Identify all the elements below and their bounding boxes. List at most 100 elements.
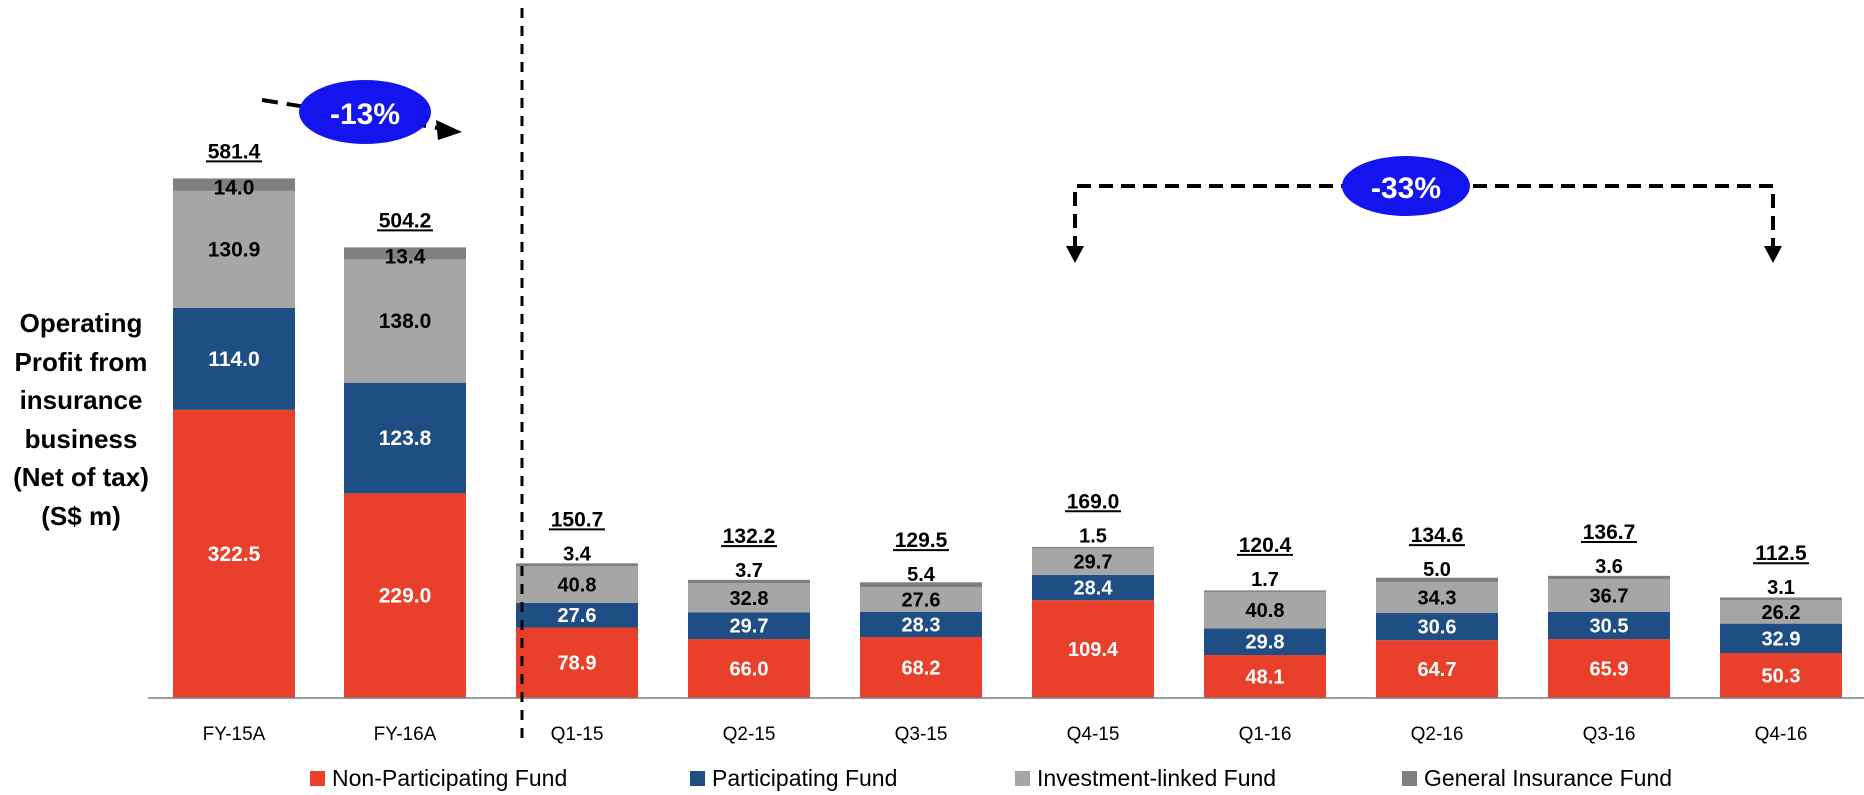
total-label: 129.5 xyxy=(895,529,948,552)
bar-segment-investment-linked-fund xyxy=(1548,579,1670,612)
legend-swatch xyxy=(310,771,325,786)
total-label: 120.4 xyxy=(1239,534,1292,557)
data-label: 30.6 xyxy=(1418,617,1457,639)
data-label: 109.4 xyxy=(1068,639,1119,661)
data-label: 66.0 xyxy=(730,659,769,681)
data-label: 138.0 xyxy=(379,310,432,333)
data-label: 36.7 xyxy=(1590,585,1629,607)
data-label: 28.4 xyxy=(1074,578,1114,600)
bar-segment-general-insurance-fund xyxy=(860,582,982,588)
data-label: 5.4 xyxy=(907,564,936,586)
bar-segment-investment-linked-fund xyxy=(860,587,982,612)
data-label: 3.6 xyxy=(1595,556,1623,578)
x-tick-label: Q2-16 xyxy=(1411,724,1464,745)
data-label: 68.2 xyxy=(902,658,941,680)
data-label: 1.7 xyxy=(1251,569,1279,591)
bar-segment-investment-linked-fund xyxy=(344,259,466,383)
x-tick-label: Q3-16 xyxy=(1583,724,1636,745)
bar-segment-participating-fund xyxy=(860,611,982,638)
x-tick-label: FY-16A xyxy=(374,724,437,745)
bar-segment-general-insurance-fund xyxy=(1032,546,1154,549)
x-tick-label: Q2-15 xyxy=(723,724,776,745)
total-label: 134.6 xyxy=(1411,524,1464,547)
legend-label: Non-Participating Fund xyxy=(332,765,567,791)
bar-segment-non-participating-fund xyxy=(1376,640,1498,698)
data-label: 30.5 xyxy=(1590,615,1629,637)
y-axis-label: Operating Profit from insurance business… xyxy=(0,304,162,535)
bracket-arrow-head xyxy=(1066,246,1084,263)
bar-segment-general-insurance-fund xyxy=(1720,597,1842,601)
bar-segment-participating-fund xyxy=(516,602,638,628)
growth-badge xyxy=(299,80,431,144)
data-label: 114.0 xyxy=(208,348,259,371)
y-axis-label-line: insurance xyxy=(19,385,143,415)
data-label: 26.2 xyxy=(1762,602,1801,624)
data-label: 5.0 xyxy=(1423,559,1451,581)
total-label: 150.7 xyxy=(551,508,604,531)
x-tick-label: Q3-15 xyxy=(895,724,948,745)
data-label: 50.3 xyxy=(1762,666,1801,688)
bar-segment-general-insurance-fund xyxy=(1204,590,1326,592)
y-axis-label-line: business xyxy=(24,423,138,454)
bar-segment-general-insurance-fund xyxy=(516,563,638,567)
total-label: 581.4 xyxy=(208,140,261,163)
data-label: 14.0 xyxy=(214,176,255,199)
bracket-line xyxy=(1073,184,1775,250)
data-label: 40.8 xyxy=(558,575,597,597)
total-label: 132.2 xyxy=(723,525,776,548)
bar-segment-non-participating-fund xyxy=(860,637,982,698)
bar-segment-investment-linked-fund xyxy=(1032,548,1154,575)
x-tick-label: Q4-16 xyxy=(1755,724,1808,745)
growth-badge xyxy=(1342,156,1470,216)
data-label: 29.7 xyxy=(1074,552,1113,574)
data-label: 3.1 xyxy=(1767,577,1795,599)
legend-label: General Insurance Fund xyxy=(1424,765,1672,791)
bar-segment-participating-fund xyxy=(173,307,295,410)
bar-segment-investment-linked-fund xyxy=(173,190,295,308)
bar-segment-participating-fund xyxy=(1720,623,1842,654)
bar-segment-non-participating-fund xyxy=(1548,639,1670,698)
bar-segment-participating-fund xyxy=(1032,574,1154,601)
bar-segment-participating-fund xyxy=(1548,611,1670,640)
data-label: 123.8 xyxy=(379,427,432,450)
data-label: 65.9 xyxy=(1590,659,1629,681)
data-label: 3.4 xyxy=(563,543,592,565)
bar-segment-non-participating-fund xyxy=(1720,653,1842,698)
data-label: 78.9 xyxy=(558,653,597,675)
x-tick-label: Q4-15 xyxy=(1067,724,1120,745)
data-label: 13.4 xyxy=(385,245,426,268)
legend-swatch xyxy=(1402,771,1417,786)
growth-badge-label: -33% xyxy=(1371,172,1441,205)
bracket-arrow-head xyxy=(1764,246,1782,263)
bar-segment-non-participating-fund xyxy=(688,639,810,698)
x-tick-label: Q1-16 xyxy=(1239,724,1292,745)
total-label: 504.2 xyxy=(379,209,432,232)
bar-segment-non-participating-fund xyxy=(1032,600,1154,698)
data-label: 3.7 xyxy=(735,560,763,582)
legend-label: Participating Fund xyxy=(712,765,897,791)
data-label: 29.8 xyxy=(1246,632,1285,654)
bar-segment-participating-fund xyxy=(1376,612,1498,641)
y-axis-label-line: (Net of tax) xyxy=(13,462,149,492)
total-label: 169.0 xyxy=(1067,490,1120,513)
total-label: 112.5 xyxy=(1755,542,1807,565)
growth-arrow-head xyxy=(436,120,462,140)
data-label: 27.6 xyxy=(902,589,941,611)
data-label: 40.8 xyxy=(1246,600,1285,622)
legend-label: Investment-linked Fund xyxy=(1037,765,1276,791)
data-label: 28.3 xyxy=(902,614,941,636)
bar-segment-non-participating-fund xyxy=(1204,655,1326,698)
data-label: 1.5 xyxy=(1079,525,1107,547)
bar-segment-participating-fund xyxy=(344,382,466,494)
total-label: 136.7 xyxy=(1583,521,1636,544)
data-label: 32.9 xyxy=(1762,628,1801,650)
bar-segment-participating-fund xyxy=(1204,628,1326,656)
data-label: 322.5 xyxy=(208,543,261,566)
bar-segment-investment-linked-fund xyxy=(1720,600,1842,624)
x-tick-label: Q1-15 xyxy=(551,724,604,745)
bar-segment-general-insurance-fund xyxy=(1548,575,1670,580)
bar-segment-investment-linked-fund xyxy=(1376,582,1498,613)
bar-segment-non-participating-fund xyxy=(344,493,466,698)
data-label: 27.6 xyxy=(558,605,597,627)
